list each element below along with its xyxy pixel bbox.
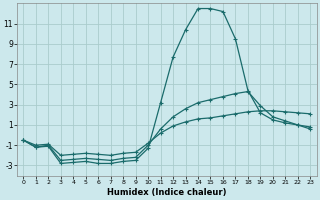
X-axis label: Humidex (Indice chaleur): Humidex (Indice chaleur) <box>107 188 227 197</box>
